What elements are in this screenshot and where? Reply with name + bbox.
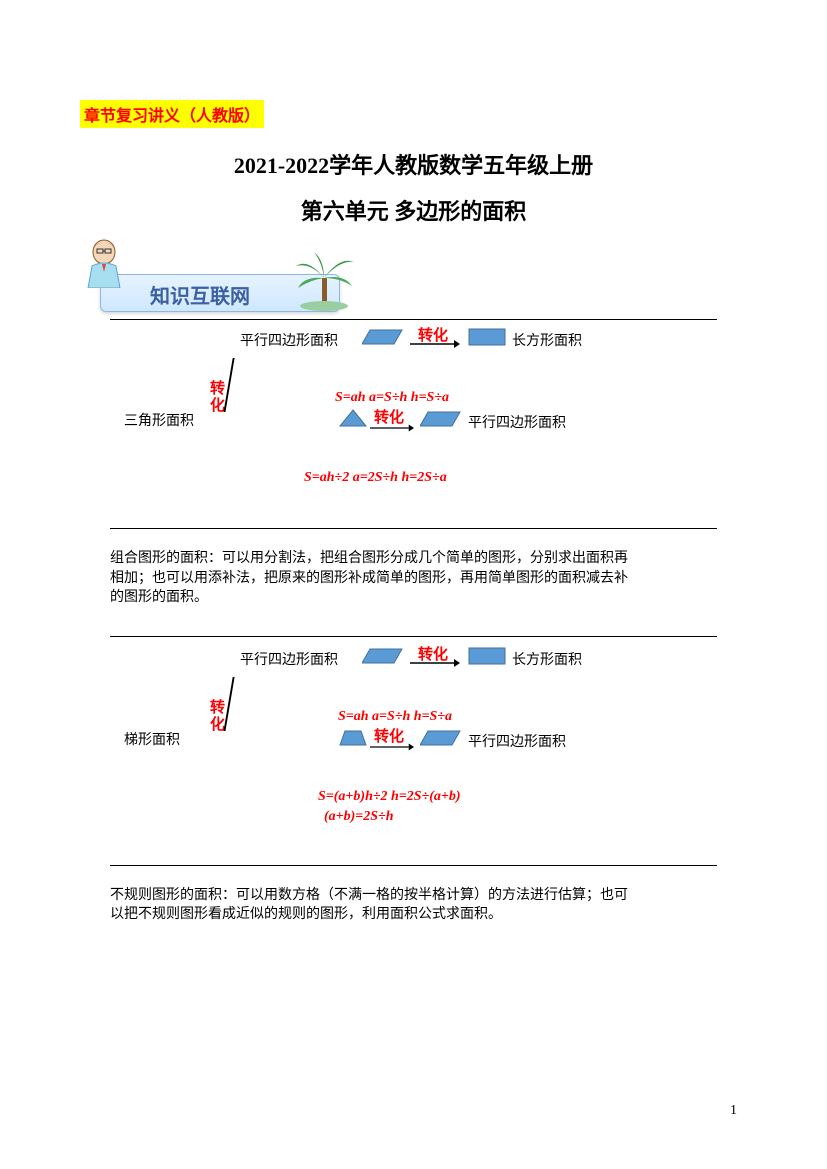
text2-line2: 以把不规则图形看成近似的规则的图形，利用面积公式求面积。 — [110, 905, 717, 925]
banner-text: 知识互联网 — [150, 280, 250, 309]
rect-area-label-2: 长方形面积 — [512, 649, 582, 669]
main-title: 2021-2022学年人教版数学五年级上册 — [80, 148, 747, 180]
arrow-right-icon-4 — [370, 739, 414, 749]
slash-divider: / — [224, 340, 235, 431]
arrow-right-icon-3 — [410, 655, 460, 665]
arrow-right-icon-2 — [370, 420, 414, 430]
banner: 知识互联网 — [80, 256, 360, 314]
sub-title: 第六单元 多边形的面积 — [80, 194, 747, 226]
triangle-shape-icon — [338, 408, 368, 433]
trapezoid-shape-icon — [338, 729, 368, 752]
diagram-trapezoid-section: 平行四边形面积 转化 长方形面积 梯形面积 转化 / S=ah a=S÷h h=… — [110, 636, 717, 866]
text2-line1: 不规则图形的面积：可以用数方格（不满一格的按半格计算）的方法进行估算；也可 — [110, 886, 717, 906]
pgram-area-label-4: 平行四边形面积 — [468, 731, 566, 751]
text1-line3: 的图形的面积。 — [110, 588, 717, 608]
irregular-shape-text: 不规则图形的面积：可以用数方格（不满一格的按半格计算）的方法进行估算；也可 以把… — [110, 886, 717, 925]
text1-line2: 相加；也可以用添补法，把原来的图形补成简单的图形，再用简单图形的面积减去补 — [110, 569, 717, 589]
pgram-area-label-3: 平行四边形面积 — [240, 649, 338, 669]
teacher-avatar-icon — [80, 238, 128, 288]
trapezoid-area-label: 梯形面积 — [124, 729, 180, 749]
formula-trapezoid-2: (a+b)=2S÷h — [324, 809, 394, 825]
arrow-right-icon — [410, 336, 460, 346]
rectangle-shape-icon-2 — [468, 647, 506, 670]
formula-pgram-1: S=ah a=S÷h h=S÷a — [335, 390, 449, 406]
rect-area-label: 长方形面积 — [512, 330, 582, 350]
triangle-area-label: 三角形面积 — [124, 410, 194, 430]
diagram-triangle-section: 平行四边形面积 转化 长方形面积 三角形面积 转化 / S=ah a=S÷h h… — [110, 319, 717, 529]
parallelogram-shape-icon-3 — [362, 647, 404, 670]
pgram-area-label: 平行四边形面积 — [240, 330, 338, 350]
parallelogram-shape-icon — [362, 328, 404, 351]
parallelogram-shape-icon-4 — [420, 729, 462, 752]
composite-shape-text: 组合图形的面积：可以用分割法，把组合图形分成几个简单的图形，分别求出面积再 相加… — [110, 549, 717, 608]
formula-trapezoid-1: S=(a+b)h÷2 h=2S÷(a+b) — [318, 789, 461, 805]
page-number: 1 — [730, 1103, 737, 1119]
parallelogram-shape-icon-2 — [420, 410, 462, 433]
page-root: 章节复习讲义（人教版） 2021-2022学年人教版数学五年级上册 第六单元 多… — [0, 0, 827, 965]
slash-divider-2: / — [224, 659, 235, 750]
formula-triangle: S=ah÷2 a=2S÷h h=2S÷a — [304, 470, 447, 486]
text1-line1: 组合图形的面积：可以用分割法，把组合图形分成几个简单的图形，分别求出面积再 — [110, 549, 717, 569]
formula-pgram-2: S=ah a=S÷h h=S÷a — [338, 709, 452, 725]
rectangle-shape-icon — [468, 328, 506, 351]
highlight-title: 章节复习讲义（人教版） — [80, 100, 264, 128]
pgram-area-label-2: 平行四边形面积 — [468, 412, 566, 432]
palm-tree-icon — [290, 248, 360, 312]
